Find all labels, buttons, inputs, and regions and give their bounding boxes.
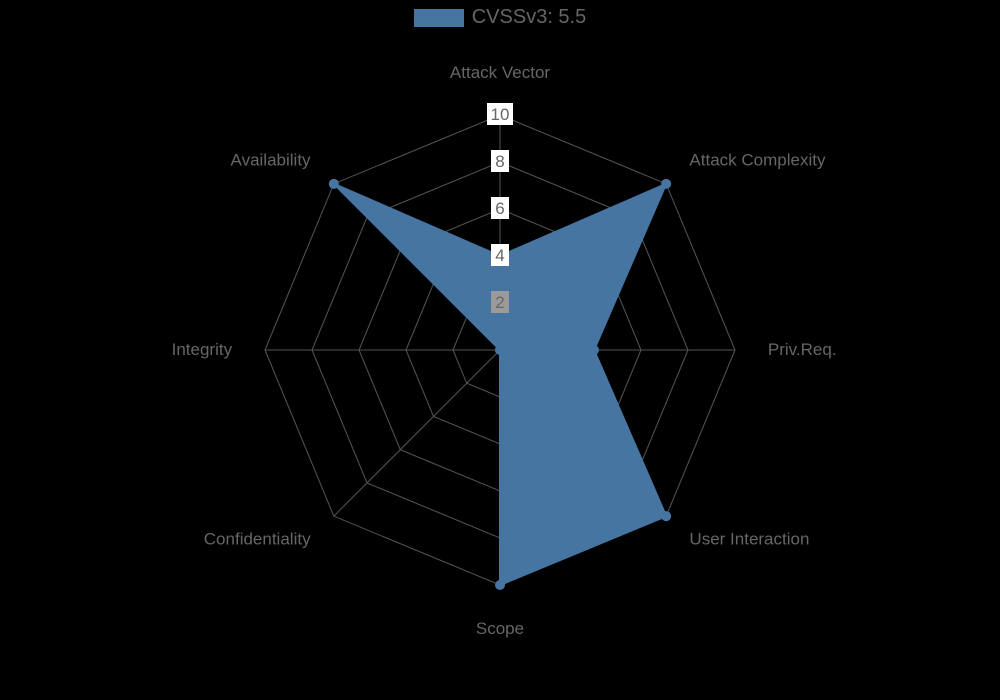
axis-label: Confidentiality	[204, 529, 311, 548]
axis-label: Attack Vector	[450, 63, 550, 82]
axis-label: Integrity	[172, 340, 233, 359]
legend-label: CVSSv3: 5.5	[472, 6, 587, 29]
series-marker	[661, 179, 671, 189]
tick-label: 6	[495, 199, 504, 218]
grid-spoke	[334, 350, 500, 516]
radar-chart: 2 4 6 8 10 Attack Vector Attack Complexity Priv…	[0, 0, 1000, 700]
series-marker	[495, 345, 505, 355]
tick-label: 10	[491, 105, 510, 124]
axis-label: Availability	[231, 151, 312, 170]
series-marker	[329, 179, 339, 189]
axis-label: Scope	[476, 619, 524, 638]
series-marker	[661, 511, 671, 521]
series-marker	[589, 345, 599, 355]
series-marker	[495, 580, 505, 590]
legend: CVSSv3: 5.5	[0, 6, 1000, 29]
tick-label: 4	[495, 246, 504, 265]
axis-label: Priv.Req.	[768, 340, 837, 359]
legend-swatch	[414, 9, 464, 27]
tick-label: 2	[495, 293, 504, 312]
axis-label: Attack Complexity	[689, 151, 826, 170]
axis-label: User Interaction	[689, 529, 809, 548]
tick-label: 8	[495, 152, 504, 171]
